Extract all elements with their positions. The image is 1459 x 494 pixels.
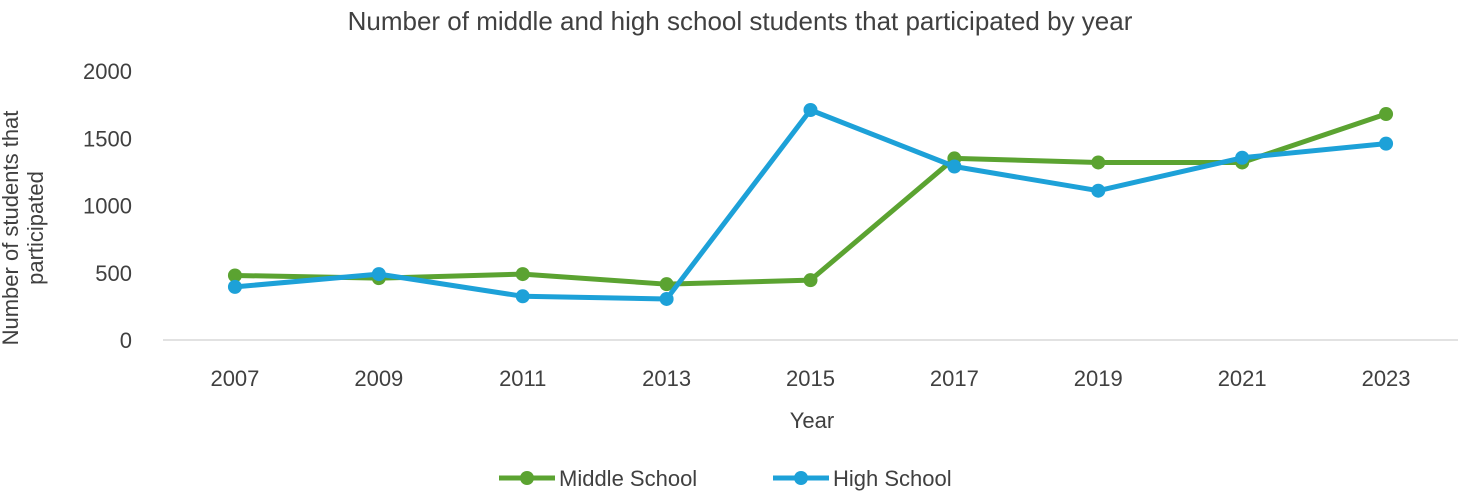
x-tick-label: 2007 [210, 366, 259, 391]
x-tick-label: 2019 [1074, 366, 1123, 391]
middle-school-point [803, 273, 818, 288]
y-axis-title-line-1: Number of students that [0, 111, 23, 346]
y-tick-label: 500 [95, 261, 132, 286]
x-tick-label: 2013 [642, 366, 691, 391]
legend-item-high-school: High School [773, 466, 952, 491]
high-school-line [232, 107, 1389, 302]
x-tick-label: 2021 [1218, 366, 1267, 391]
high-school-point [803, 103, 818, 118]
x-axis-ticks: 2007 2009 2011 2013 2015 2017 2019 2021 2023 [210, 366, 1410, 391]
middle-school-series [227, 107, 1394, 292]
legend-swatch-marker [794, 471, 808, 485]
high-school-point [515, 289, 530, 304]
legend: Middle School High School [499, 466, 952, 491]
x-tick-label: 2015 [786, 366, 835, 391]
high-school-point [227, 279, 242, 294]
series-layer [227, 103, 1394, 306]
x-tick-label: 2009 [354, 366, 403, 391]
high-school-point [947, 159, 962, 174]
high-school-point [1235, 150, 1250, 165]
legend-swatch-marker [520, 471, 534, 485]
high-school-point [659, 291, 674, 306]
middle-school-line [232, 111, 1389, 287]
y-tick-label: 0 [120, 328, 132, 353]
legend-label: Middle School [559, 466, 697, 491]
middle-school-point [659, 277, 674, 292]
high-school-point [1379, 136, 1394, 151]
middle-school-point [227, 268, 242, 283]
middle-school-point [1091, 155, 1106, 170]
legend-item-middle-school: Middle School [499, 466, 697, 491]
y-tick-label: 1000 [83, 194, 132, 219]
high-school-point [1091, 183, 1106, 198]
high-school-series [227, 103, 1394, 306]
x-tick-label: 2011 [499, 366, 546, 391]
legend-label: High School [833, 466, 952, 491]
y-tick-label: 1500 [83, 126, 132, 151]
y-tick-label: 2000 [83, 59, 132, 84]
chart-title: Number of middle and high school student… [348, 6, 1133, 36]
high-school-point [371, 267, 386, 282]
middle-school-point [515, 267, 530, 282]
y-axis-ticks: 0 500 1000 1500 2000 [83, 59, 132, 353]
y-axis-title-line-2: participated [23, 171, 48, 285]
x-tick-label: 2023 [1362, 366, 1411, 391]
x-axis-title: Year [790, 408, 834, 433]
middle-school-point [1379, 107, 1394, 122]
x-tick-label: 2017 [930, 366, 979, 391]
